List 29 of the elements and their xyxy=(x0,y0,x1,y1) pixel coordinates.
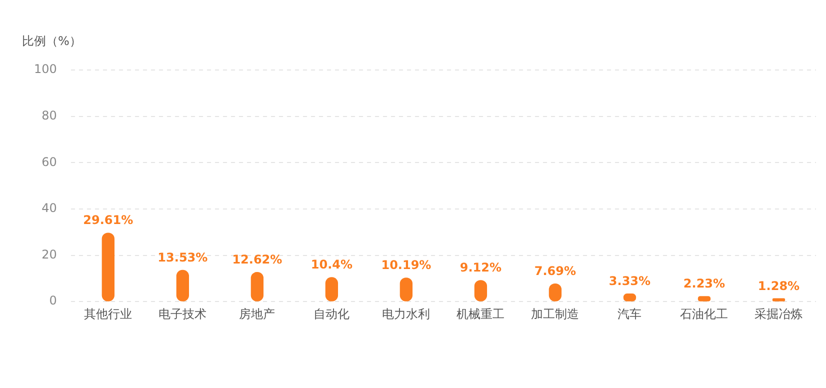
data-label: 29.61% xyxy=(83,213,134,228)
data-label: 10.19% xyxy=(381,258,432,272)
x-tick-label: 电子技术 xyxy=(158,306,207,321)
data-label: 10.4% xyxy=(310,258,353,272)
y-axis-title: 比例（%） xyxy=(22,34,82,48)
x-tick-label: 其他行业 xyxy=(84,306,132,321)
data-label: 12.62% xyxy=(232,252,282,266)
y-tick-label: 0 xyxy=(49,294,57,308)
data-label: 1.28% xyxy=(758,278,800,293)
data-label: 2.23% xyxy=(683,276,726,291)
data-label: 13.53% xyxy=(158,250,208,264)
x-tick-label: 房地产 xyxy=(239,306,276,321)
y-tick-label: 100 xyxy=(34,62,57,76)
data-label: 9.12% xyxy=(460,260,502,275)
x-tick-label: 汽车 xyxy=(618,306,642,321)
y-tick-label: 40 xyxy=(42,201,57,216)
bar xyxy=(772,298,786,302)
x-tick-label: 电力水利 xyxy=(382,306,430,321)
y-tick-label: 20 xyxy=(42,247,57,262)
x-tick-label: 石油化工 xyxy=(680,306,728,321)
y-tick-label: 80 xyxy=(42,108,57,122)
bar xyxy=(102,232,114,302)
y-tick-label: 60 xyxy=(42,154,57,169)
x-tick-label: 自动化 xyxy=(314,306,350,321)
x-tick-label: 机械重工 xyxy=(456,306,505,321)
x-tick-label: 采掘冶炼 xyxy=(754,306,803,321)
x-tick-label: 加工制造 xyxy=(531,306,580,321)
data-label: 7.69% xyxy=(534,264,576,278)
data-label: 3.33% xyxy=(608,274,651,288)
